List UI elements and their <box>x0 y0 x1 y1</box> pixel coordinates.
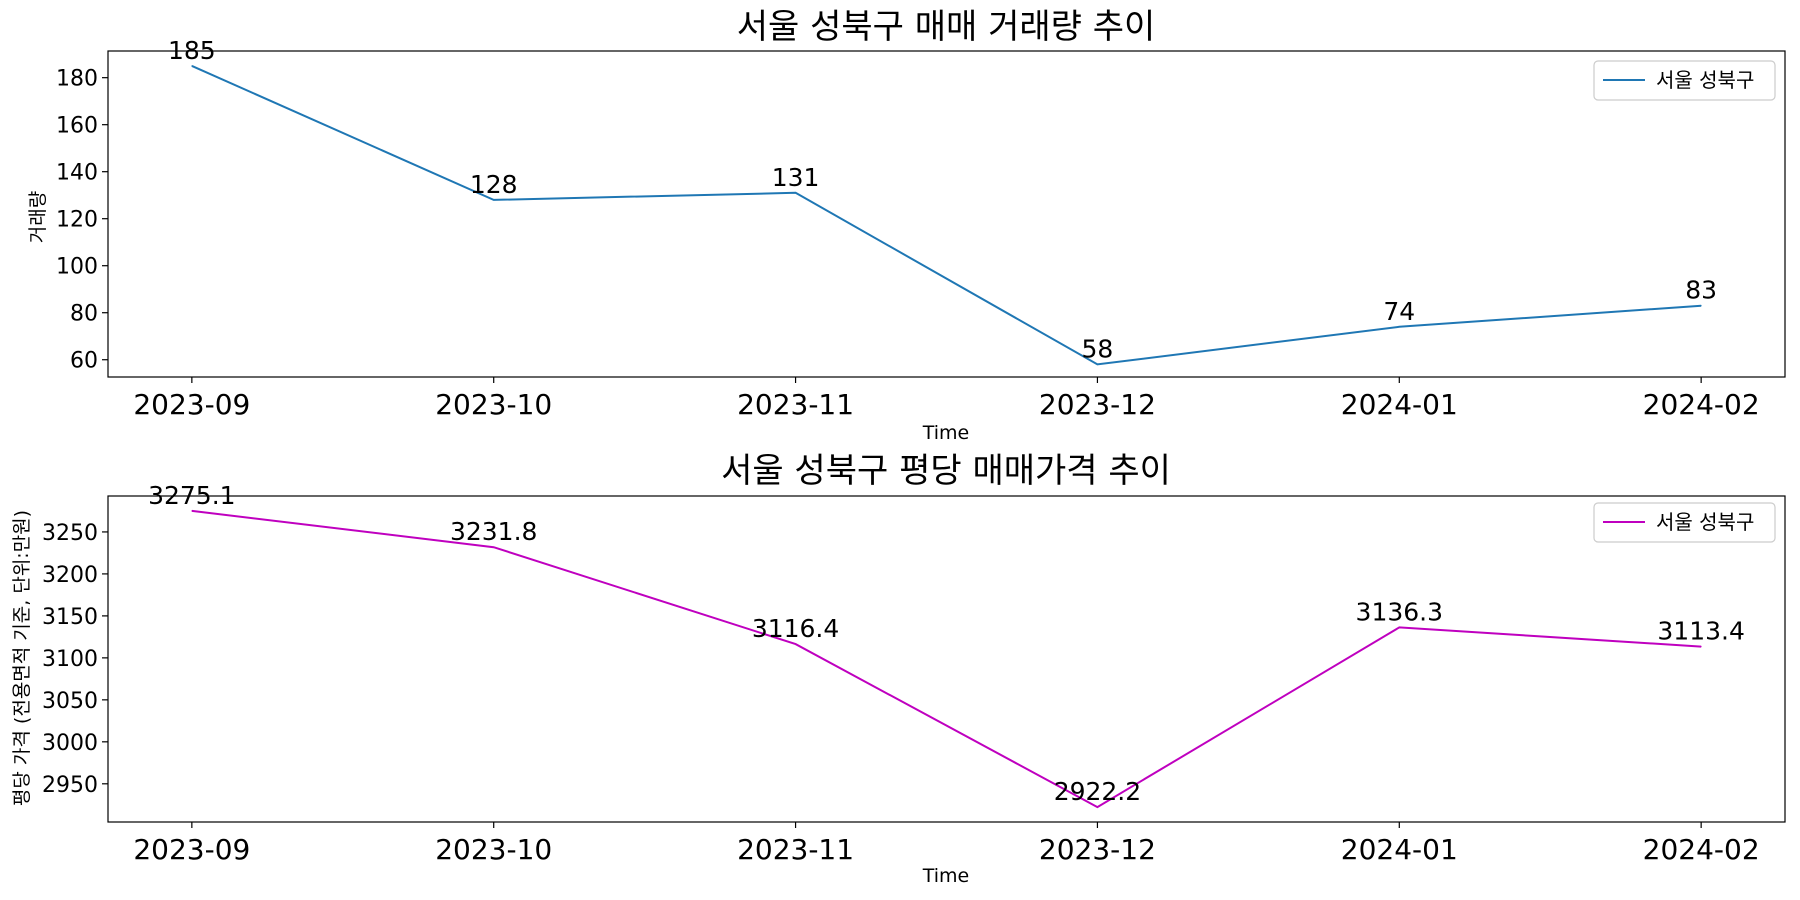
data-point <box>1700 646 1702 648</box>
x-tick-label: 2023-09 <box>133 833 250 866</box>
data-point <box>493 199 495 201</box>
y-tick-label: 160 <box>56 114 98 139</box>
x-tick-label: 2024-02 <box>1643 833 1760 866</box>
legend-box <box>1593 502 1776 543</box>
data-point <box>1700 305 1702 307</box>
data-label: 3275.1 <box>148 481 235 510</box>
plot-frame <box>107 50 1786 378</box>
y-tick-label: 140 <box>56 161 98 186</box>
y-axis-label: 거래량 <box>27 191 49 243</box>
data-label: 2922.2 <box>1054 777 1141 806</box>
legend-label: 서울 성북구 <box>1656 68 1754 92</box>
x-tick-label: 2024-02 <box>1643 388 1760 421</box>
legend: 서울 성북구 <box>1593 502 1776 543</box>
y-tick-label: 120 <box>56 208 98 233</box>
series-line <box>191 64 1702 366</box>
x-tick-label: 2024-01 <box>1341 388 1458 421</box>
y-tick-label: 60 <box>70 349 98 374</box>
chart-marks: 2950 3000 3050 3100 3150 3200 3250 2023-09 2023-… <box>42 481 1760 866</box>
chart-title: 서울 성북구 매매 거래량 추이 <box>737 7 1156 47</box>
y-tick-label: 3000 <box>42 731 98 756</box>
data-point <box>795 643 797 645</box>
x-tick-label: 2023-12 <box>1039 388 1156 421</box>
data-label: 74 <box>1383 297 1415 326</box>
data-point <box>191 510 193 512</box>
data-point <box>493 546 495 548</box>
x-tick-label: 2023-11 <box>737 833 854 866</box>
data-label: 58 <box>1082 334 1114 363</box>
y-tick-label: 180 <box>56 67 98 92</box>
x-tick-label: 2023-11 <box>737 388 854 421</box>
y-tick-label: 3200 <box>42 563 98 588</box>
data-label: 83 <box>1685 276 1717 305</box>
y-tick-label: 100 <box>56 255 98 280</box>
series-line <box>191 509 1702 809</box>
x-tick-label: 2023-09 <box>133 388 250 421</box>
y-tick-label: 2950 <box>42 773 98 798</box>
y-tick-label: 80 <box>70 302 98 327</box>
y-tick-label: 3150 <box>42 605 98 630</box>
data-point <box>1398 326 1400 328</box>
x-axis-label: Time <box>922 422 970 444</box>
chart-price-per-pyeong: 서울 성북구 평당 매매가격 추이 Time 평당 가격 (전용면적 기준, 단… <box>11 451 1786 887</box>
legend-label: 서울 성북구 <box>1656 510 1754 534</box>
legend-box <box>1593 60 1776 101</box>
data-label: 3136.3 <box>1356 597 1443 626</box>
data-point <box>1096 806 1098 808</box>
x-axis-label: Time <box>922 865 970 887</box>
data-label: 3116.4 <box>752 614 839 643</box>
data-label: 128 <box>470 170 518 199</box>
data-label: 131 <box>772 163 820 192</box>
data-point <box>795 192 797 194</box>
x-tick-label: 2024-01 <box>1341 833 1458 866</box>
x-tick-label: 2023-12 <box>1039 833 1156 866</box>
chart-title: 서울 성북구 평당 매매가격 추이 <box>721 451 1171 491</box>
data-label: 3231.8 <box>450 517 537 546</box>
y-axis-label: 평당 가격 (전용면적 기준, 단위:만원) <box>11 510 33 806</box>
data-label: 3113.4 <box>1657 617 1744 646</box>
legend: 서울 성북구 <box>1593 60 1776 101</box>
x-tick-label: 2023-10 <box>435 833 552 866</box>
chart-marks: 60 80 100 120 140 160 180 2023-09 2023-10 2023-11… <box>56 36 1760 421</box>
y-tick-label: 3100 <box>42 647 98 672</box>
y-tick-label: 3050 <box>42 689 98 714</box>
y-tick-label: 3250 <box>42 521 98 546</box>
x-tick-label: 2023-10 <box>435 388 552 421</box>
plot-frame <box>107 495 1786 823</box>
data-point <box>1398 626 1400 628</box>
data-point <box>191 65 193 67</box>
chart-transaction-volume: 서울 성북구 매매 거래량 추이 Time 거래량 60 80 100 120 140 1… <box>27 7 1786 444</box>
data-point <box>1096 363 1098 365</box>
